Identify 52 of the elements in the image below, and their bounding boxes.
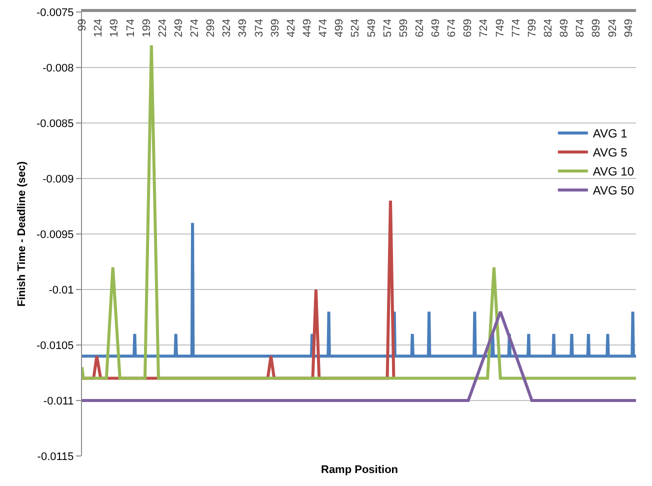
x-tick-label: 399 xyxy=(269,18,282,38)
x-tick-label: 99 xyxy=(76,18,89,32)
y-tick-label: -0.008 xyxy=(42,62,74,74)
x-tick-label: 124 xyxy=(92,18,105,38)
legend-label: AVG 10 xyxy=(592,164,634,179)
x-tick-label: 949 xyxy=(622,18,635,38)
x-tick-label: 299 xyxy=(205,18,218,38)
x-tick-label: 574 xyxy=(382,18,394,38)
x-tick-label: 849 xyxy=(558,18,571,38)
x-tick-label: 224 xyxy=(156,18,169,38)
x-tick-label: 774 xyxy=(510,18,522,38)
x-tick-label: 874 xyxy=(574,18,587,38)
x-tick-label: 249 xyxy=(172,18,185,38)
x-tick-label: 449 xyxy=(302,18,314,38)
y-tick-label: -0.011 xyxy=(43,395,74,408)
x-tick-label: 724 xyxy=(478,18,490,38)
y-tick-label: -0.0115 xyxy=(37,450,74,463)
x-tick-label: 199 xyxy=(140,18,153,38)
x-tick-label: 424 xyxy=(285,18,298,38)
x-tick-label: 799 xyxy=(526,18,538,38)
x-tick-label: 274 xyxy=(189,18,202,38)
x-tick-label: 349 xyxy=(237,18,250,38)
legend-label: AVG 1 xyxy=(592,126,628,141)
x-tick-label: 899 xyxy=(590,18,603,38)
x-tick-label: 549 xyxy=(366,18,378,38)
y-tick-label: -0.0095 xyxy=(36,228,74,241)
x-axis-title: Ramp Position xyxy=(321,464,398,476)
y-axis-title: Finish Time - Deadline (sec) xyxy=(16,161,28,307)
x-tick-label: 599 xyxy=(398,18,410,38)
x-tick-label: 824 xyxy=(542,18,555,38)
x-tick-label: 924 xyxy=(606,18,619,38)
legend-label: AVG 50 xyxy=(592,184,634,198)
x-tick-label: 624 xyxy=(414,18,426,38)
line-series xyxy=(82,44,636,380)
x-tick-label: 174 xyxy=(124,18,137,38)
y-tick-label: -0.0105 xyxy=(36,340,74,352)
x-tick-label: 649 xyxy=(430,18,442,38)
y-tick-label: -0.009 xyxy=(42,173,74,186)
y-tick-label: -0.0085 xyxy=(36,118,74,130)
y-tick-label: -0.01 xyxy=(48,284,74,296)
x-tick-label: 474 xyxy=(318,18,330,38)
x-tick-label: 374 xyxy=(253,18,266,38)
line-series xyxy=(82,221,636,358)
x-tick-label: 749 xyxy=(494,18,506,38)
x-tick-label: 699 xyxy=(462,18,474,38)
legend-label: AVG 5 xyxy=(592,146,628,160)
x-tick-label: 674 xyxy=(446,18,458,38)
x-tick-label: 524 xyxy=(350,18,362,38)
x-tick-label: 149 xyxy=(108,18,121,38)
x-tick-label: 324 xyxy=(221,18,234,38)
y-tick-label: -0.0075 xyxy=(36,6,74,19)
x-tick-label: 499 xyxy=(334,18,346,38)
